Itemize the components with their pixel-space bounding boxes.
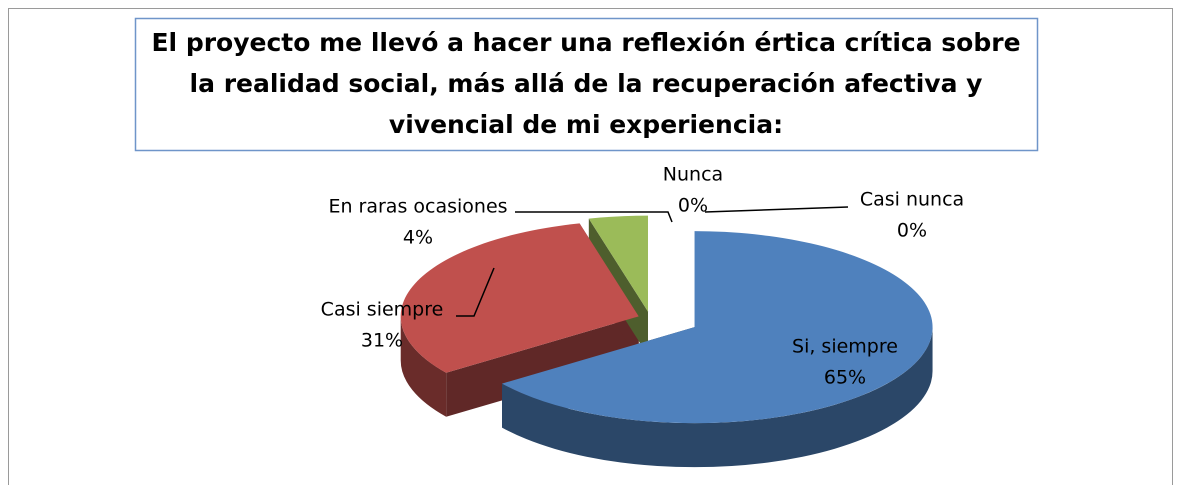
pie-slice (400, 223, 639, 373)
category-label: Si, siempre (792, 336, 898, 358)
leader-line (704, 206, 849, 213)
value-label: 4% (403, 227, 433, 249)
chart-title: El proyecto me llevó a hacer una reflexi… (151, 28, 1021, 139)
value-label: 65% (824, 367, 866, 389)
leader-lines (456, 206, 849, 317)
pie-slice (588, 215, 648, 312)
slice-wall (400, 316, 447, 417)
category-label: Nunca (663, 164, 723, 186)
pie-tops (400, 215, 933, 424)
leader-line (515, 211, 673, 223)
slice-wall (502, 327, 933, 468)
chart-frame (8, 8, 1173, 485)
category-label: Casi nunca (860, 189, 964, 211)
category-label: Casi siempre (321, 299, 444, 321)
value-label: 31% (361, 330, 403, 352)
slice-edge-face (446, 316, 639, 417)
value-label: 0% (678, 195, 708, 217)
title-box (134, 17, 1039, 152)
value-label: 0% (897, 220, 927, 242)
data-labels: Si, siempre 65% Casi siempre 31% En raras oc… (321, 164, 965, 389)
pie-slice (502, 231, 933, 424)
category-label: En raras ocasiones (328, 196, 507, 218)
leader-line (456, 267, 495, 317)
